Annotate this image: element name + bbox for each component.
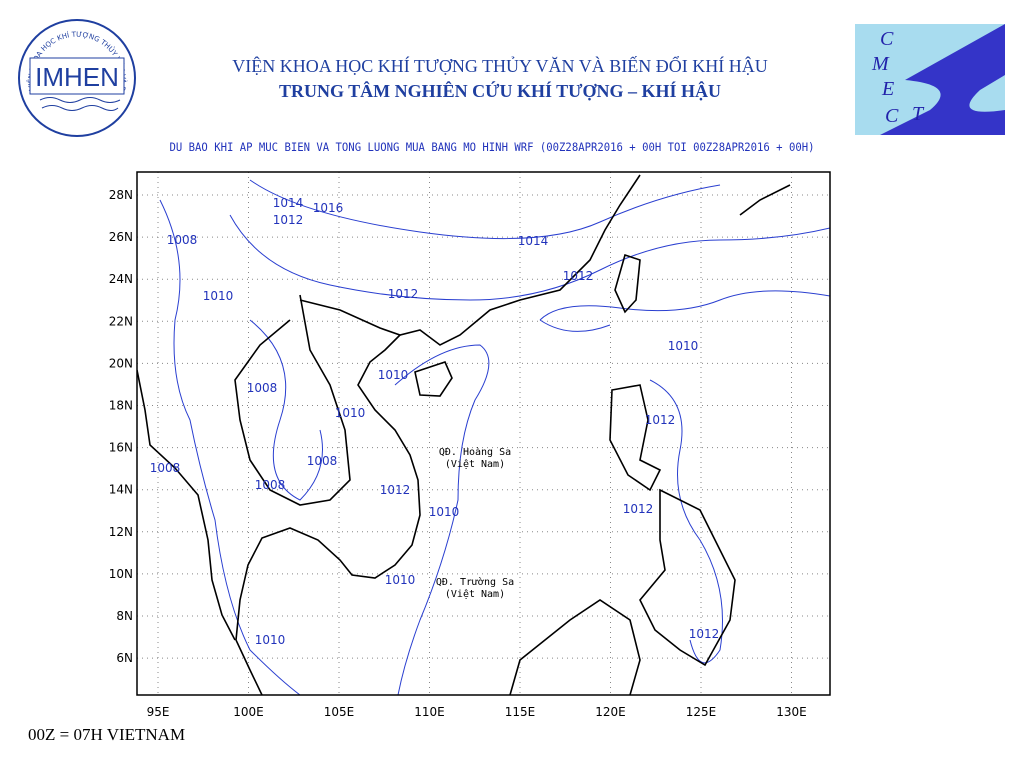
lon-tick-label: 130E [776,705,807,719]
institute-title: VIỆN KHOA HỌC KHÍ TƯỢNG THỦY VĂN VÀ BIẾN… [232,55,767,76]
lat-tick-label: 18N [109,399,133,413]
isobar-label: 1010 [668,339,699,353]
logo-letter: T [912,103,925,125]
isobar [394,344,490,695]
place-label: QĐ. Trường Sa [436,576,514,588]
lat-tick-label: 22N [109,314,133,328]
isobar [649,379,723,664]
isobar-label: 1010 [255,633,286,647]
isobar-label: 1010 [203,289,234,303]
isobar-label: 1012 [689,627,720,641]
isobar-label: 1010 [385,573,416,587]
island [509,599,641,695]
isobar-label: 1010 [378,368,409,382]
grid [137,172,830,695]
isobar-label: 1012 [645,413,676,427]
lat-tick-label: 24N [109,272,133,286]
isobar-label: 1012 [273,213,304,227]
lon-tick-label: 110E [414,705,445,719]
isobar [249,179,721,240]
isobar [229,214,830,301]
coastline [235,334,421,695]
coastline [137,369,236,641]
map-body [137,172,830,695]
isobar [539,290,830,332]
map: 95E 100E 105E 110E 115E 120E 125E 130E 28N 26N 24N… [109,171,831,719]
lat-tick-label: 16N [109,441,133,455]
lat-tick-label: 8N [116,609,133,623]
lat-tick-label: 10N [109,567,133,581]
isobar-label: 1010 [429,505,460,519]
lon-tick-label: 125E [686,705,717,719]
logo-name: IMHEN [35,62,119,92]
logo-letter: M [871,53,890,75]
coastline [299,174,641,346]
logo-letter: C [885,105,899,127]
lat-tick-label: 6N [116,651,133,665]
lon-tick-label: 105E [324,705,355,719]
lat-tick-label: 26N [109,230,133,244]
isobar-label: 1012 [380,483,411,497]
lon-tick-label: 100E [233,705,264,719]
place-label: QĐ. Hoàng Sa [439,446,511,458]
island [414,361,453,397]
isobar-label: 1008 [167,233,198,247]
center-title: TRUNG TÂM NGHIÊN CỨU KHÍ TƯỢNG – KHÍ HẬU [279,80,721,101]
isobar-label: 1008 [255,478,286,492]
logo-box [29,57,125,95]
logo-waves [39,97,121,111]
place-label: (Việt Nam) [445,588,505,600]
lat-tick-label: 12N [109,525,133,539]
island [739,184,791,216]
lat-tick-label: 14N [109,483,133,497]
logo-letter: E [881,78,894,100]
logo-left: VIỆN KHOA HỌC KHÍ TƯỢNG THỦY VĂN VÀ BIẾN… [0,0,136,137]
lat-tick-label: 28N [109,188,133,202]
lat-tick-label: 20N [109,356,133,370]
isobar [249,319,323,501]
isobar-label: 1008 [150,461,181,475]
isobar [159,199,301,695]
isobar-label: 1010 [335,406,366,420]
island [639,488,736,667]
lon-tick-label: 95E [147,705,170,719]
isobar-label: 1008 [307,454,338,468]
island [614,253,641,314]
isobar-label: 1012 [388,287,419,301]
isobar-label: 1016 [313,201,344,215]
lon-tick-label: 115E [505,705,536,719]
logo-s [880,24,1005,135]
isobar-label: 1008 [247,381,278,395]
coastline [234,294,351,506]
map-frame [136,171,831,696]
isobar-label: 1012 [623,502,654,516]
map-title: DU BAO KHI AP MUC BIEN VA TONG LUONG MUA… [170,140,815,154]
footer-note: 00Z = 07H VIETNAM [28,725,185,744]
island [609,384,662,492]
labels: 95E 100E 105E 110E 115E 120E 125E 130E 28N 26N 24N… [109,188,807,719]
isobar-label: 1014 [518,234,549,248]
place-label: (Việt Nam) [445,458,505,470]
isobar-label: 1014 [273,196,304,210]
isobar-label: 1012 [563,269,594,283]
logo-letter: C [880,28,894,50]
lon-tick-label: 120E [595,705,626,719]
